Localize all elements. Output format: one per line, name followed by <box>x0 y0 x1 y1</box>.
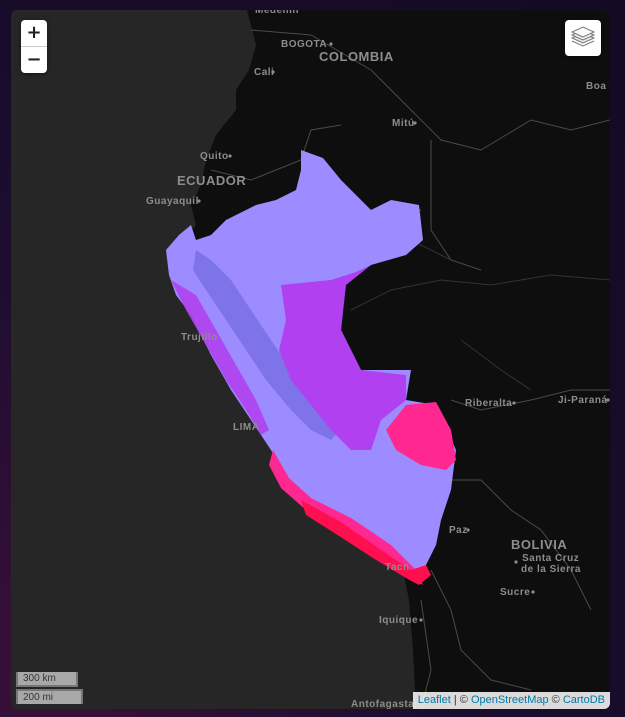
scale-mi: 200 mi <box>16 689 83 704</box>
zone-pink <box>386 402 456 470</box>
land-south-america <box>171 10 610 709</box>
label-riberalta: Riberalta <box>465 398 512 409</box>
layers-button[interactable] <box>565 20 601 56</box>
label-bogota: BOGOTA <box>281 39 327 50</box>
label-bolivia: BOLIVIA <box>511 537 567 552</box>
dot-mitu <box>413 121 417 125</box>
attribution-sep2: © <box>548 694 563 706</box>
label-la-paz: Paz <box>449 525 468 536</box>
dot-riberalta <box>512 401 516 405</box>
label-trujillo: Trujillo <box>181 332 218 343</box>
dot-santa-cruz <box>514 560 518 564</box>
label-boa-vista: Boa V <box>586 81 610 92</box>
map-container[interactable]: COLOMBIA ECUADOR BOLIVIA Medellin BOGOTA… <box>11 10 610 709</box>
attribution-leaflet-link[interactable]: Leaflet <box>417 694 451 706</box>
attribution: Leaflet | © OpenStreetMap © CartoDB <box>412 692 610 709</box>
attribution-osm-link[interactable]: OpenStreetMap <box>470 694 549 706</box>
dot-sucre <box>531 590 535 594</box>
zone-purple <box>279 265 406 450</box>
label-ecuador: ECUADOR <box>177 173 246 188</box>
label-quito: Quito <box>200 151 229 162</box>
scale-km: 300 km <box>16 672 78 687</box>
dot-cali <box>271 70 275 74</box>
zone-purple-west <box>171 280 269 435</box>
zoom-in-button[interactable]: + <box>26 22 42 43</box>
zoom-control: + − <box>21 20 47 73</box>
label-lima: LIMA <box>233 422 259 433</box>
label-medellin: Medellin <box>255 10 299 16</box>
label-cali: Cali <box>254 67 274 78</box>
label-ji-parana: Ji-Paraná <box>558 395 608 406</box>
zoom-out-button[interactable]: − <box>21 46 47 73</box>
label-guayaquil: Guayaquil <box>146 196 199 207</box>
label-santa-cruz-1: Santa Cruz <box>522 553 579 564</box>
dot-bogota <box>329 42 333 46</box>
attribution-carto-link[interactable]: CartoDB <box>562 694 605 706</box>
label-mitu: Mitú <box>392 118 415 129</box>
label-iquique: Iquique <box>379 615 418 626</box>
basemap[interactable]: COLOMBIA ECUADOR BOLIVIA Medellin BOGOTA… <box>11 10 610 709</box>
dot-ji-parana <box>606 398 610 402</box>
dot-quito <box>228 154 232 158</box>
dot-guayaquil <box>197 199 201 203</box>
dot-iquique <box>419 618 423 622</box>
peru-choropleth <box>166 150 456 585</box>
label-santa-cruz-2: de la Sierra <box>521 564 581 575</box>
zone-pink-coast <box>269 450 423 585</box>
label-colombia: COLOMBIA <box>319 49 394 64</box>
layers-icon <box>570 26 596 47</box>
dot-la-paz <box>466 528 470 532</box>
attribution-sep1: | © <box>450 694 471 706</box>
scale-control: 300 km 200 mi <box>16 672 83 704</box>
label-sucre: Sucre <box>500 587 530 598</box>
zone-red <box>301 500 431 585</box>
label-tacna: Tacn <box>385 562 410 573</box>
label-antofagasta: Antofagasta <box>351 699 414 709</box>
